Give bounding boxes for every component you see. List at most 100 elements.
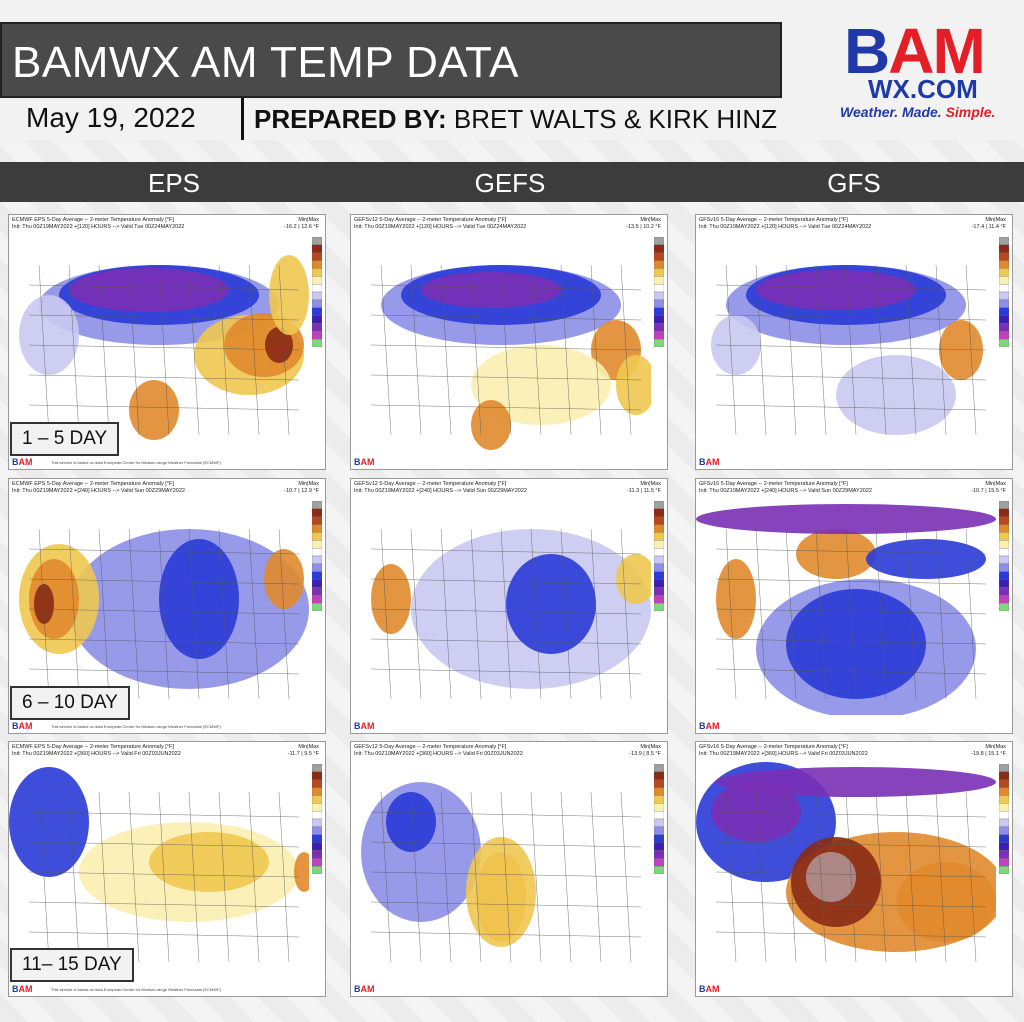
anomaly-region <box>806 852 856 902</box>
legend-swatch <box>999 547 1009 557</box>
mini-logo-b: B <box>354 457 361 467</box>
legend-swatch <box>312 547 322 557</box>
anomaly-region <box>696 504 996 534</box>
mini-logo-a: A <box>360 721 368 731</box>
legend-swatch <box>312 540 322 549</box>
legend-swatch <box>312 338 322 347</box>
state-border-line <box>715 578 987 585</box>
bamwx-logo: BAM WX.COM Weather. Made. Simple. <box>840 6 1010 124</box>
anomaly-region <box>129 380 179 440</box>
panel-footer: BAM <box>696 715 1012 733</box>
state-border-line <box>815 528 827 700</box>
state-border-line <box>715 841 987 848</box>
legend-swatch <box>999 260 1009 269</box>
legend-swatch <box>312 268 322 277</box>
panel-minmax: Min|Max -19.8 | 15.1 °F <box>971 744 1006 758</box>
anomaly-region <box>616 355 651 415</box>
color-legend <box>654 764 664 874</box>
legend-swatch <box>312 501 322 510</box>
state-border-line <box>440 791 452 963</box>
legend-swatch <box>654 260 664 269</box>
state-border-line <box>845 264 857 436</box>
legend-swatch <box>312 331 322 340</box>
legend-swatch <box>312 244 322 253</box>
legend-swatch <box>312 555 322 565</box>
state-border-line <box>68 791 80 963</box>
state-border-line <box>725 528 737 700</box>
legend-swatch <box>999 803 1009 812</box>
panel-footer: BAM <box>696 978 1012 996</box>
legend-swatch <box>999 818 1009 828</box>
state-border-line <box>278 791 290 963</box>
state-border-line <box>370 608 642 615</box>
legend-swatch <box>999 540 1009 549</box>
legend-swatch <box>654 858 664 867</box>
mini-logo-b: B <box>354 984 361 994</box>
legend-swatch <box>312 834 322 843</box>
state-border-line <box>905 264 917 436</box>
legend-swatch <box>312 252 322 261</box>
anomaly-region <box>19 295 79 375</box>
prepared-names: BRET WALTS & KIRK HINZ <box>453 104 777 134</box>
state-border-line <box>965 528 977 700</box>
legend-swatch <box>312 508 322 517</box>
state-border-line <box>38 791 50 963</box>
legend-swatch <box>654 315 664 324</box>
state-border-line <box>715 374 987 381</box>
mini-bamwx-logo: BAM <box>699 457 720 467</box>
panel-init: Init: Thu 00Z19MAY2022 +[120] HOURS --> … <box>354 224 527 230</box>
legend-swatch <box>999 508 1009 517</box>
mini-logo-m: M <box>712 721 720 731</box>
state-border-line <box>380 528 392 700</box>
state-border-line <box>28 668 300 675</box>
state-border-line <box>188 264 200 436</box>
map-panel: ECMWF EPS 5-Day Average -- 2-meter Tempe… <box>8 478 326 734</box>
mini-bamwx-logo: BAM <box>12 721 33 731</box>
legend-swatch <box>999 587 1009 596</box>
state-border-line <box>410 528 422 700</box>
state-border-line <box>965 791 977 963</box>
state-border-line <box>530 528 542 700</box>
mini-logo-m: M <box>25 721 33 731</box>
mini-logo-a: A <box>360 457 368 467</box>
mini-logo-b: B <box>699 721 706 731</box>
column-eps: EPS <box>147 168 201 198</box>
anomaly-map <box>351 499 651 717</box>
state-border-line <box>560 528 572 700</box>
mini-logo-m: M <box>25 984 33 994</box>
legend-swatch <box>999 276 1009 285</box>
map-panel: GFSv16 5-Day Average -- 2-meter Temperat… <box>695 214 1013 470</box>
panel-footer: BAM <box>351 715 667 733</box>
legend-swatch <box>999 532 1009 541</box>
mini-logo-b: B <box>12 984 19 994</box>
state-border-line <box>935 264 947 436</box>
legend-swatch <box>312 563 322 572</box>
panel-init: Init: Thu 00Z19MAY2022 +[360] HOURS --> … <box>12 751 181 757</box>
anomaly-region <box>836 355 956 435</box>
anomaly-map <box>351 235 651 453</box>
state-border-line <box>188 528 200 700</box>
legend-swatch <box>999 850 1009 859</box>
minmax-value: -10.7 | 15.5 °F <box>971 488 1006 494</box>
anomaly-map <box>9 499 309 717</box>
day-label-1-5: 1 – 5 DAY <box>10 422 120 456</box>
anomaly-region <box>265 327 293 363</box>
legend-swatch <box>312 579 322 588</box>
panel-init: Init: Thu 00Z19MAY2022 +[120] HOURS --> … <box>12 224 185 230</box>
state-border-line <box>785 264 797 436</box>
day-label-6-10: 6 – 10 DAY <box>10 686 130 720</box>
state-border-line <box>560 791 572 963</box>
legend-swatch <box>999 244 1009 253</box>
panel-init: Init: Thu 00Z19MAY2022 +[360] HOURS --> … <box>699 751 868 757</box>
legend-swatch <box>999 779 1009 788</box>
state-border-line <box>28 344 300 351</box>
anomaly-region <box>264 549 304 609</box>
state-border-line <box>370 374 642 381</box>
state-border-line <box>905 791 917 963</box>
legend-swatch <box>312 291 322 301</box>
state-border-line <box>715 638 987 645</box>
state-border-line <box>128 528 140 700</box>
legend-swatch <box>654 563 664 572</box>
legend-swatch <box>312 283 322 293</box>
legend-swatch <box>999 771 1009 780</box>
